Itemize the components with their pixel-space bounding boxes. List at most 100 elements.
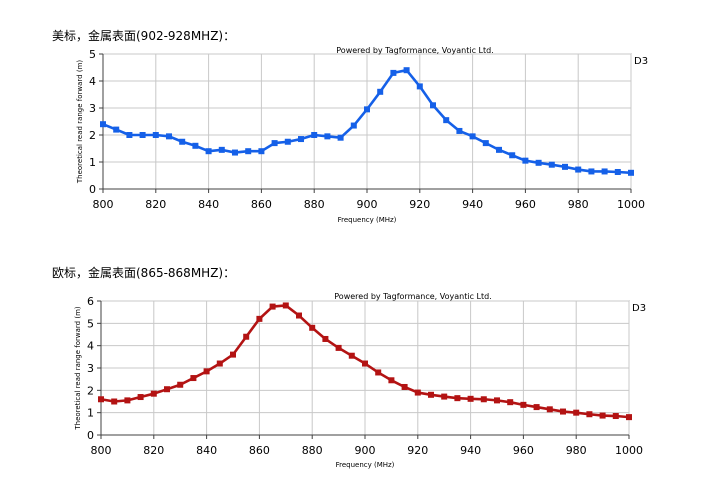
chart-credit: Powered by Tagformance, Voyantic Ltd.	[334, 292, 491, 301]
side-label: D3	[634, 56, 648, 67]
data-point	[232, 149, 238, 156]
x-tick-label: 1000	[615, 444, 643, 457]
data-point	[456, 127, 463, 134]
data-point	[190, 375, 197, 382]
data-point	[401, 383, 408, 390]
data-point	[507, 399, 514, 406]
x-tick-label: 940	[462, 198, 483, 211]
data-point	[480, 396, 487, 403]
data-point	[588, 168, 595, 175]
y-tick-label: 1	[87, 407, 94, 420]
section-heading-eu: 欧标，金属表面(865-868MHZ)：	[52, 266, 236, 280]
x-tick-label: 900	[357, 198, 378, 211]
data-point	[586, 411, 593, 418]
side-label: D3	[632, 303, 646, 314]
data-point	[256, 315, 263, 322]
y-tick-label: 1	[89, 156, 96, 169]
data-point	[164, 386, 170, 393]
data-point	[377, 88, 384, 95]
data-point	[362, 360, 368, 367]
data-point	[179, 138, 186, 145]
data-point	[443, 117, 450, 124]
x-tick-label: 880	[304, 198, 325, 211]
data-point	[113, 126, 120, 133]
x-tick-label: 960	[513, 444, 534, 457]
y-tick-label: 2	[87, 384, 94, 397]
x-tick-label: 920	[409, 198, 430, 211]
data-point	[428, 391, 434, 398]
data-point	[548, 161, 555, 168]
data-point	[601, 168, 608, 175]
x-tick-label: 840	[196, 444, 217, 457]
data-point	[535, 159, 542, 166]
chart-credit: Powered by Tagformance, Voyantic Ltd.	[336, 46, 493, 55]
data-point	[469, 133, 476, 140]
data-point	[494, 397, 500, 404]
data-point	[124, 397, 131, 404]
x-tick-label: 960	[515, 198, 536, 211]
data-point	[414, 389, 421, 396]
data-point	[216, 360, 223, 367]
data-point	[218, 146, 225, 153]
data-point	[375, 369, 382, 376]
x-tick-label: 900	[355, 444, 376, 457]
y-tick-label: 0	[89, 183, 96, 196]
data-point	[560, 408, 566, 415]
data-point	[599, 412, 606, 419]
data-point	[628, 169, 634, 176]
y-axis-title: Theoretical read range forward (m)	[76, 60, 84, 185]
data-point	[245, 148, 252, 155]
data-point	[430, 102, 436, 109]
y-tick-label: 3	[89, 102, 96, 115]
x-tick-label: 840	[198, 198, 219, 211]
data-point	[243, 333, 250, 340]
data-point	[322, 335, 329, 342]
data-point	[522, 157, 529, 164]
data-point	[562, 163, 568, 170]
data-point	[520, 401, 527, 408]
y-tick-label: 3	[87, 362, 94, 375]
x-tick-label: 920	[407, 444, 428, 457]
data-point	[390, 69, 397, 76]
data-point	[282, 302, 289, 309]
data-point	[337, 134, 344, 141]
data-point	[269, 303, 276, 310]
data-point	[467, 395, 474, 402]
y-tick-label: 5	[87, 317, 94, 330]
y-tick-label: 0	[87, 429, 94, 442]
x-tick-label: 980	[568, 198, 589, 211]
x-tick-label: 880	[302, 444, 323, 457]
y-tick-label: 2	[89, 129, 96, 142]
data-point	[482, 140, 489, 147]
data-point	[612, 413, 619, 420]
x-tick-label: 800	[91, 444, 112, 457]
data-point	[111, 398, 118, 405]
data-point	[271, 140, 278, 147]
data-point	[575, 166, 582, 173]
data-point	[309, 324, 316, 331]
data-point	[454, 395, 461, 402]
data-point	[192, 142, 199, 149]
data-point	[298, 136, 304, 143]
data-point	[496, 146, 502, 153]
data-point	[441, 393, 448, 400]
data-point	[100, 121, 106, 128]
data-point	[509, 152, 516, 159]
data-point	[137, 394, 144, 401]
chart-us-metal: 800 820 840 860 880 900 920 940 960 980 1000 0 1 2 3 4 5…	[76, 46, 648, 224]
data-point	[203, 368, 210, 375]
x-tick-label: 860	[249, 444, 270, 457]
data-point	[311, 132, 318, 138]
data-point	[403, 67, 410, 74]
data-point	[296, 312, 302, 319]
data-point	[284, 138, 291, 145]
x-tick-label: 860	[251, 198, 272, 211]
data-point	[324, 133, 331, 140]
data-point	[126, 132, 133, 138]
x-tick-label: 940	[460, 444, 481, 457]
x-axis-title: Frequency (MHz)	[338, 216, 397, 224]
data-point	[614, 168, 621, 175]
data-point	[533, 404, 540, 411]
x-tick-label: 1000	[617, 198, 645, 211]
